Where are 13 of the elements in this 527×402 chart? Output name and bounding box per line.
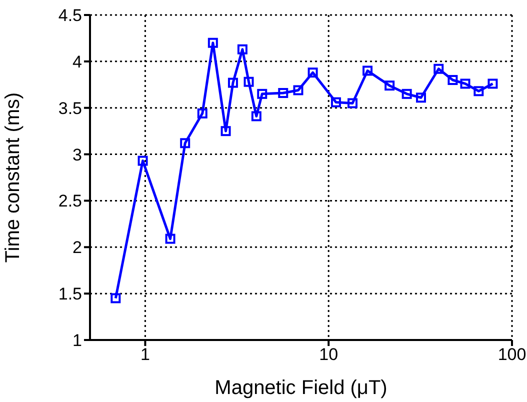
x-tick-label: 100: [498, 345, 526, 364]
y-tick-label: 3: [72, 145, 82, 164]
y-axis-title: Time constant (ms): [2, 92, 24, 263]
y-tick-label: 2: [72, 238, 82, 258]
x-tick-label: 10: [319, 345, 338, 364]
y-tick-label: 2.5: [58, 192, 82, 211]
y-tick-label: 1: [72, 331, 82, 350]
y-tick-label: 4: [72, 52, 82, 72]
x-tick-label: 1: [140, 345, 150, 364]
y-tick-label: 4.5: [58, 6, 82, 26]
y-tick-label: 1.5: [58, 284, 82, 304]
x-axis-title: Magnetic Field (μT): [214, 377, 388, 399]
y-tick-label: 3.5: [58, 98, 82, 118]
